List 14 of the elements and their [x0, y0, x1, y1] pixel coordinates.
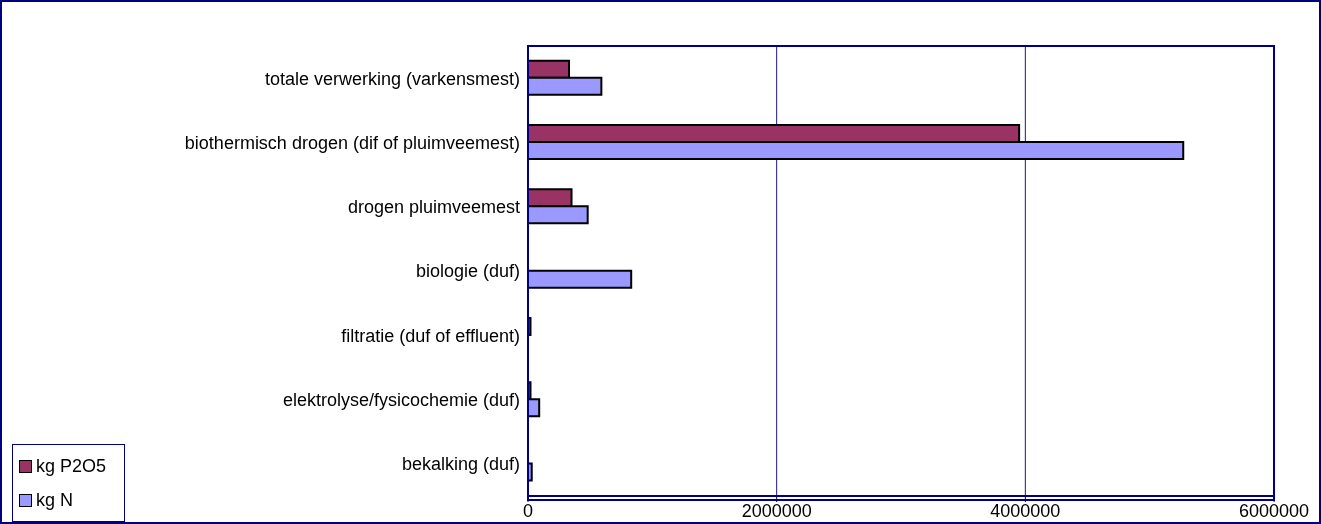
y-tick-label: elektrolyse/fysicochemie (duf)	[282, 389, 520, 410]
y-tick-label: biologie (duf)	[415, 261, 520, 282]
y-tick-label: filtratie (duf of effluent)	[341, 325, 520, 346]
y-tick-label: drogen pluimveemest	[347, 197, 520, 218]
y-tick-label: biothermisch drogen (dif of pluimveemest)	[184, 132, 520, 153]
x-tick-label: 2000000	[741, 500, 812, 521]
x-tick-label: 4000000	[990, 500, 1061, 521]
y-tick-label: totale verwerking (varkensmest)	[264, 68, 520, 89]
x-tick-label: 0	[522, 500, 534, 521]
legend-label: kg N	[36, 489, 74, 511]
x-tick-label: 6000000	[1238, 500, 1310, 521]
y-tick-label: bekalking (duf)	[401, 454, 520, 475]
legend-label: kg P2O5	[36, 455, 107, 477]
bar	[528, 269, 633, 289]
